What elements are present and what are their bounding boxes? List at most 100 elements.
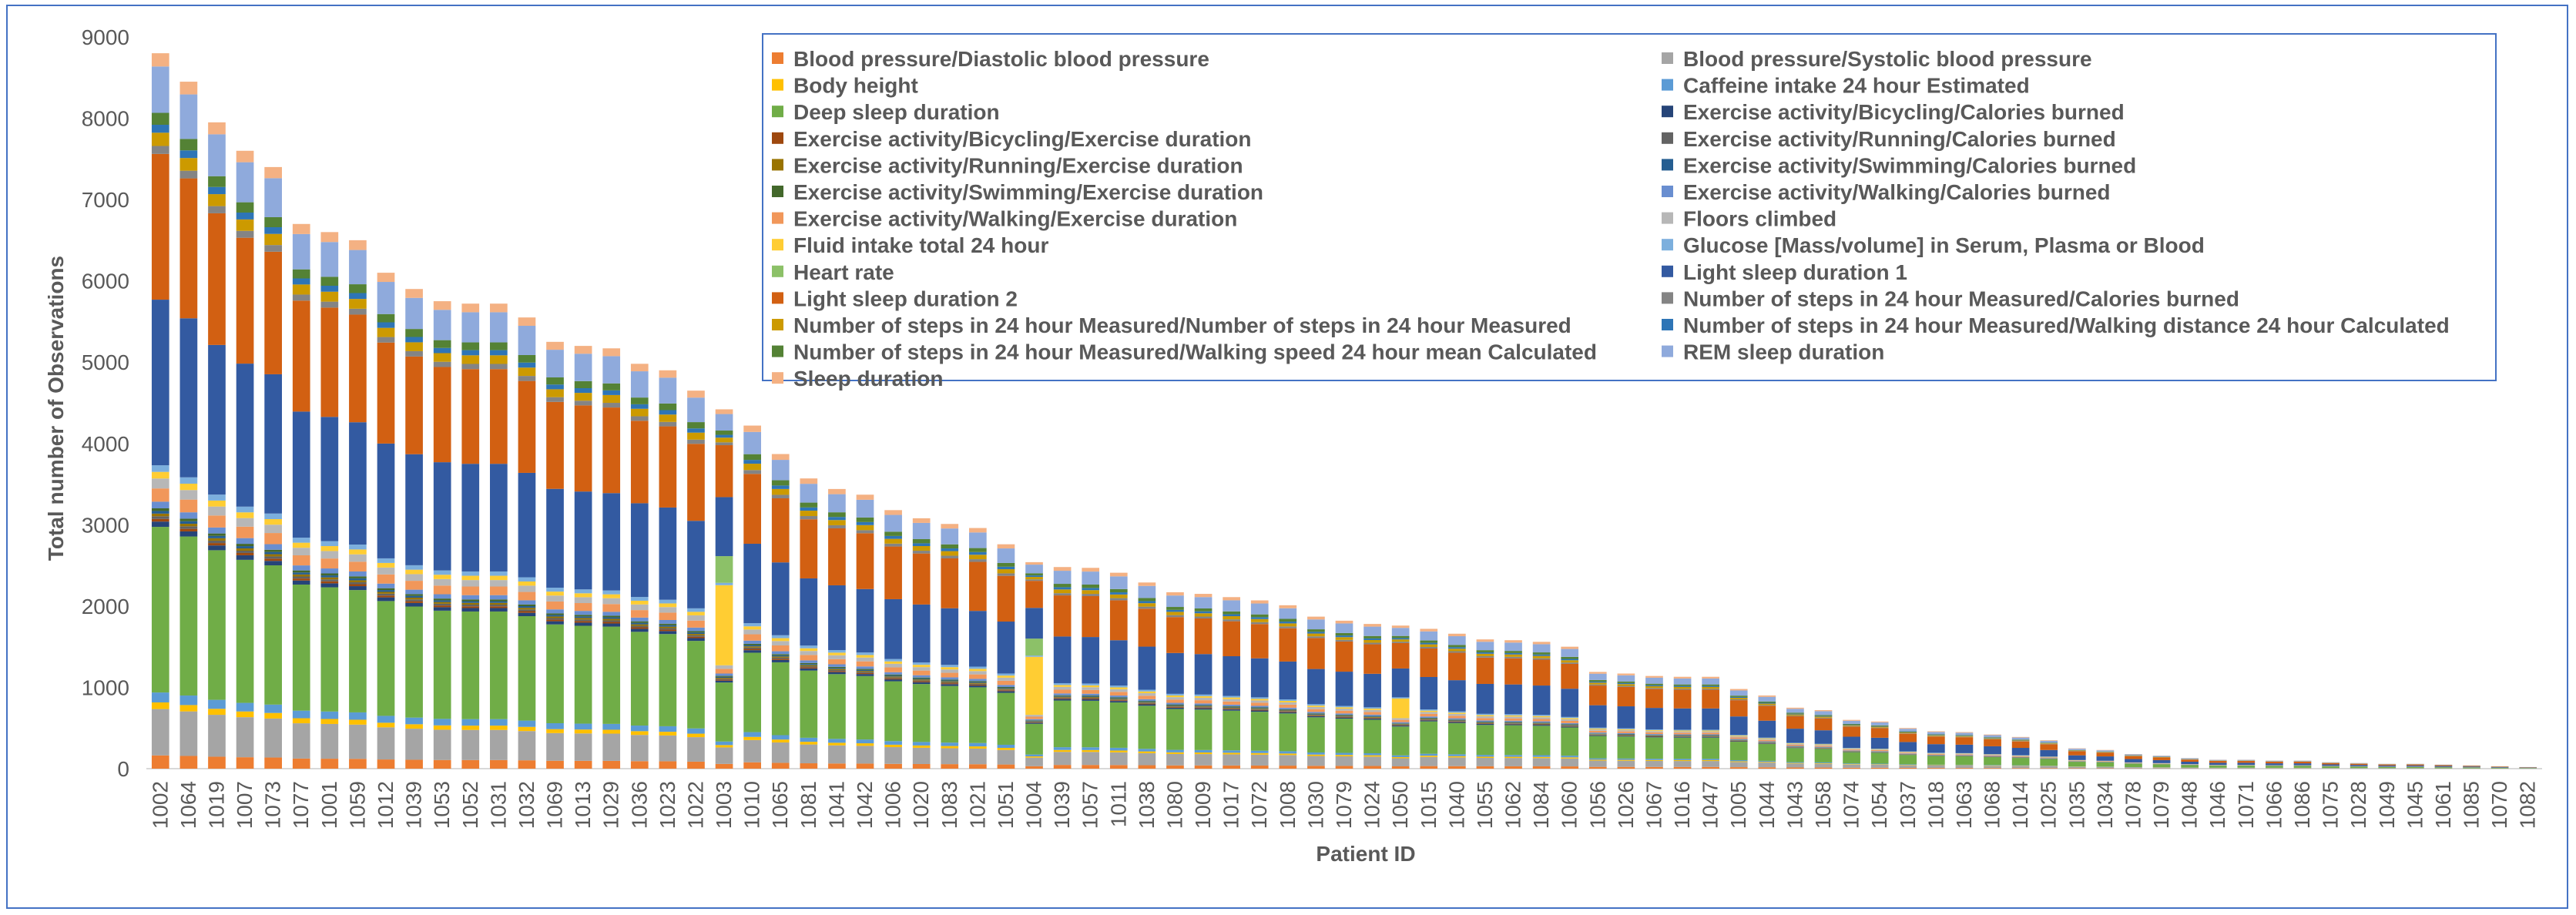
bar-segment xyxy=(659,625,677,627)
bar-segment xyxy=(1448,647,1466,649)
bar-segment xyxy=(1448,713,1466,716)
bar-segment xyxy=(743,640,761,644)
bar-segment xyxy=(1194,765,1213,769)
bar-segment xyxy=(151,511,169,514)
bar-segment xyxy=(1053,682,1072,685)
bar-segment xyxy=(1758,739,1776,742)
bar-segment xyxy=(2322,766,2340,769)
bar-segment xyxy=(1194,754,1213,766)
bar-segment xyxy=(997,749,1015,765)
bar-segment xyxy=(2209,759,2227,761)
legend-label: Sleep duration xyxy=(793,367,943,390)
bar-segment xyxy=(264,554,282,557)
bar-segment xyxy=(264,556,282,559)
legend-swatch xyxy=(1662,159,1673,171)
bar-segment xyxy=(687,761,705,769)
bar-segment xyxy=(433,594,451,599)
bar-segment xyxy=(179,158,198,171)
bar-segment xyxy=(208,515,226,528)
bar-segment xyxy=(490,303,508,313)
bar-segment xyxy=(1138,695,1156,699)
bar-segment xyxy=(405,759,423,769)
bars xyxy=(151,53,2537,769)
bar-segment xyxy=(1448,718,1466,720)
bar-segment xyxy=(715,741,733,746)
bar-segment xyxy=(1223,697,1240,699)
bar-segment xyxy=(2096,750,2115,752)
bar-segment xyxy=(1843,720,1860,724)
bar-segment xyxy=(264,757,282,769)
bar-segment xyxy=(1476,722,1494,723)
bar-segment xyxy=(405,729,423,760)
bar-segment xyxy=(151,702,169,709)
bar-segment xyxy=(349,576,367,578)
bar-segment xyxy=(1138,601,1156,604)
bar-segment xyxy=(941,682,959,684)
bar-segment xyxy=(433,367,451,463)
bar-segment xyxy=(1588,727,1607,729)
bar-segment xyxy=(912,662,931,665)
bar-segment xyxy=(1250,618,1269,622)
bar-segment xyxy=(461,571,480,576)
bar-segment xyxy=(1109,689,1128,692)
bar-segment xyxy=(461,312,480,343)
bar-segment xyxy=(687,631,705,633)
bar-segment xyxy=(2490,766,2509,767)
bar-segment xyxy=(1420,710,1438,712)
bar-segment xyxy=(433,598,451,601)
bar-segment xyxy=(1588,759,1607,761)
bar-segment xyxy=(1786,714,1804,716)
bar-segment xyxy=(405,594,423,596)
bar-segment xyxy=(1532,685,1551,716)
bar-segment xyxy=(1166,607,1184,610)
bar-segment xyxy=(292,233,310,270)
bar-segment xyxy=(1814,710,1833,712)
bar-segment xyxy=(715,747,733,764)
bar-segment xyxy=(1476,722,1494,723)
bar-segment xyxy=(1843,736,1860,749)
bar-segment xyxy=(574,491,592,590)
bar-segment xyxy=(377,716,395,723)
bar-segment xyxy=(602,623,621,627)
bar-segment xyxy=(687,641,705,729)
bar-segment xyxy=(1223,752,1240,755)
bar-segment xyxy=(1166,615,1184,618)
x-tick-label: 1041 xyxy=(824,781,848,829)
bar-segment xyxy=(2011,758,2030,766)
bar-segment xyxy=(1561,726,1579,727)
bar-segment xyxy=(2266,761,2283,764)
bar-segment xyxy=(461,355,480,364)
bar-segment xyxy=(630,364,649,372)
bar-segment xyxy=(912,742,931,746)
bar-segment xyxy=(433,759,451,769)
bar-segment xyxy=(1335,717,1353,719)
bar-segment xyxy=(1250,709,1269,710)
bar-segment xyxy=(179,521,198,525)
bar-segment xyxy=(997,548,1015,563)
bar-segment xyxy=(1955,753,1974,755)
bar-segment xyxy=(179,536,198,696)
bar-segment xyxy=(771,562,790,635)
x-tick-label: 1086 xyxy=(2290,781,2314,829)
bar-segment xyxy=(1194,613,1213,617)
bar-segment xyxy=(715,556,733,583)
bar-segment xyxy=(1561,718,1579,719)
bar-segment xyxy=(208,176,226,187)
bar-segment xyxy=(264,718,282,758)
y-tick-label: 3000 xyxy=(82,513,129,537)
bar-segment xyxy=(546,397,564,402)
bar-segment xyxy=(969,561,987,612)
bar-segment xyxy=(574,380,592,388)
bar-segment xyxy=(1448,645,1466,648)
bar-segment xyxy=(659,370,677,378)
bar-segment xyxy=(1307,709,1325,712)
bar-segment xyxy=(1729,767,1748,769)
bar-segment xyxy=(1307,713,1325,715)
bar-segment xyxy=(2040,757,2058,758)
x-tick-label: 1020 xyxy=(909,781,933,829)
bar-segment xyxy=(1109,765,1128,769)
bar-segment xyxy=(1870,749,1889,750)
bar-segment xyxy=(1279,618,1297,622)
bar-segment xyxy=(941,524,959,529)
bar-segment xyxy=(1617,682,1635,685)
